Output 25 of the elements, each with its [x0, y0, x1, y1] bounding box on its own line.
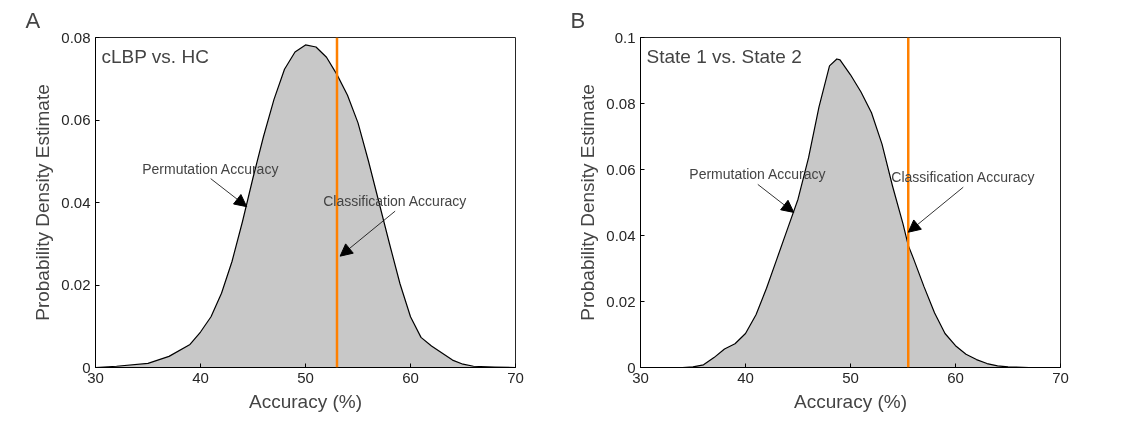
- y-tick-label: 0.06: [606, 160, 636, 178]
- chart-title: A: [25, 7, 41, 33]
- x-tick-label: 40: [192, 368, 209, 386]
- y-tick-label: 0.1: [614, 28, 636, 46]
- y-tick-label: 0.08: [606, 94, 636, 112]
- chart-subtitle: State 1 vs. State 2: [646, 45, 802, 67]
- y-tick-label: 0.06: [61, 111, 91, 128]
- x-tick-label: 60: [947, 368, 964, 386]
- x-axis-title: Accuracy (%): [794, 390, 907, 412]
- x-tick-label: 60: [402, 368, 419, 386]
- x-tick-label: 40: [737, 368, 754, 386]
- y-axis-title: Probability Density Estimate: [32, 84, 54, 321]
- y-axis-title: Probability Density Estimate: [577, 84, 599, 321]
- chart-subtitle: cLBP vs. HC: [101, 45, 209, 67]
- y-tick-label: 0.08: [61, 28, 91, 46]
- chart-title: B: [570, 7, 586, 33]
- x-tick-label: 70: [507, 368, 524, 386]
- y-tick-label: 0.02: [61, 276, 91, 293]
- x-tick-label: 50: [842, 368, 859, 386]
- x-axis-title: Accuracy (%): [249, 390, 362, 412]
- y-tick-label: 0.04: [61, 193, 91, 211]
- x-tick-label: 70: [1052, 368, 1069, 386]
- y-tick-label: 0.02: [606, 292, 636, 310]
- x-tick-label: 50: [297, 368, 314, 386]
- y-tick-label: 0.04: [606, 226, 636, 244]
